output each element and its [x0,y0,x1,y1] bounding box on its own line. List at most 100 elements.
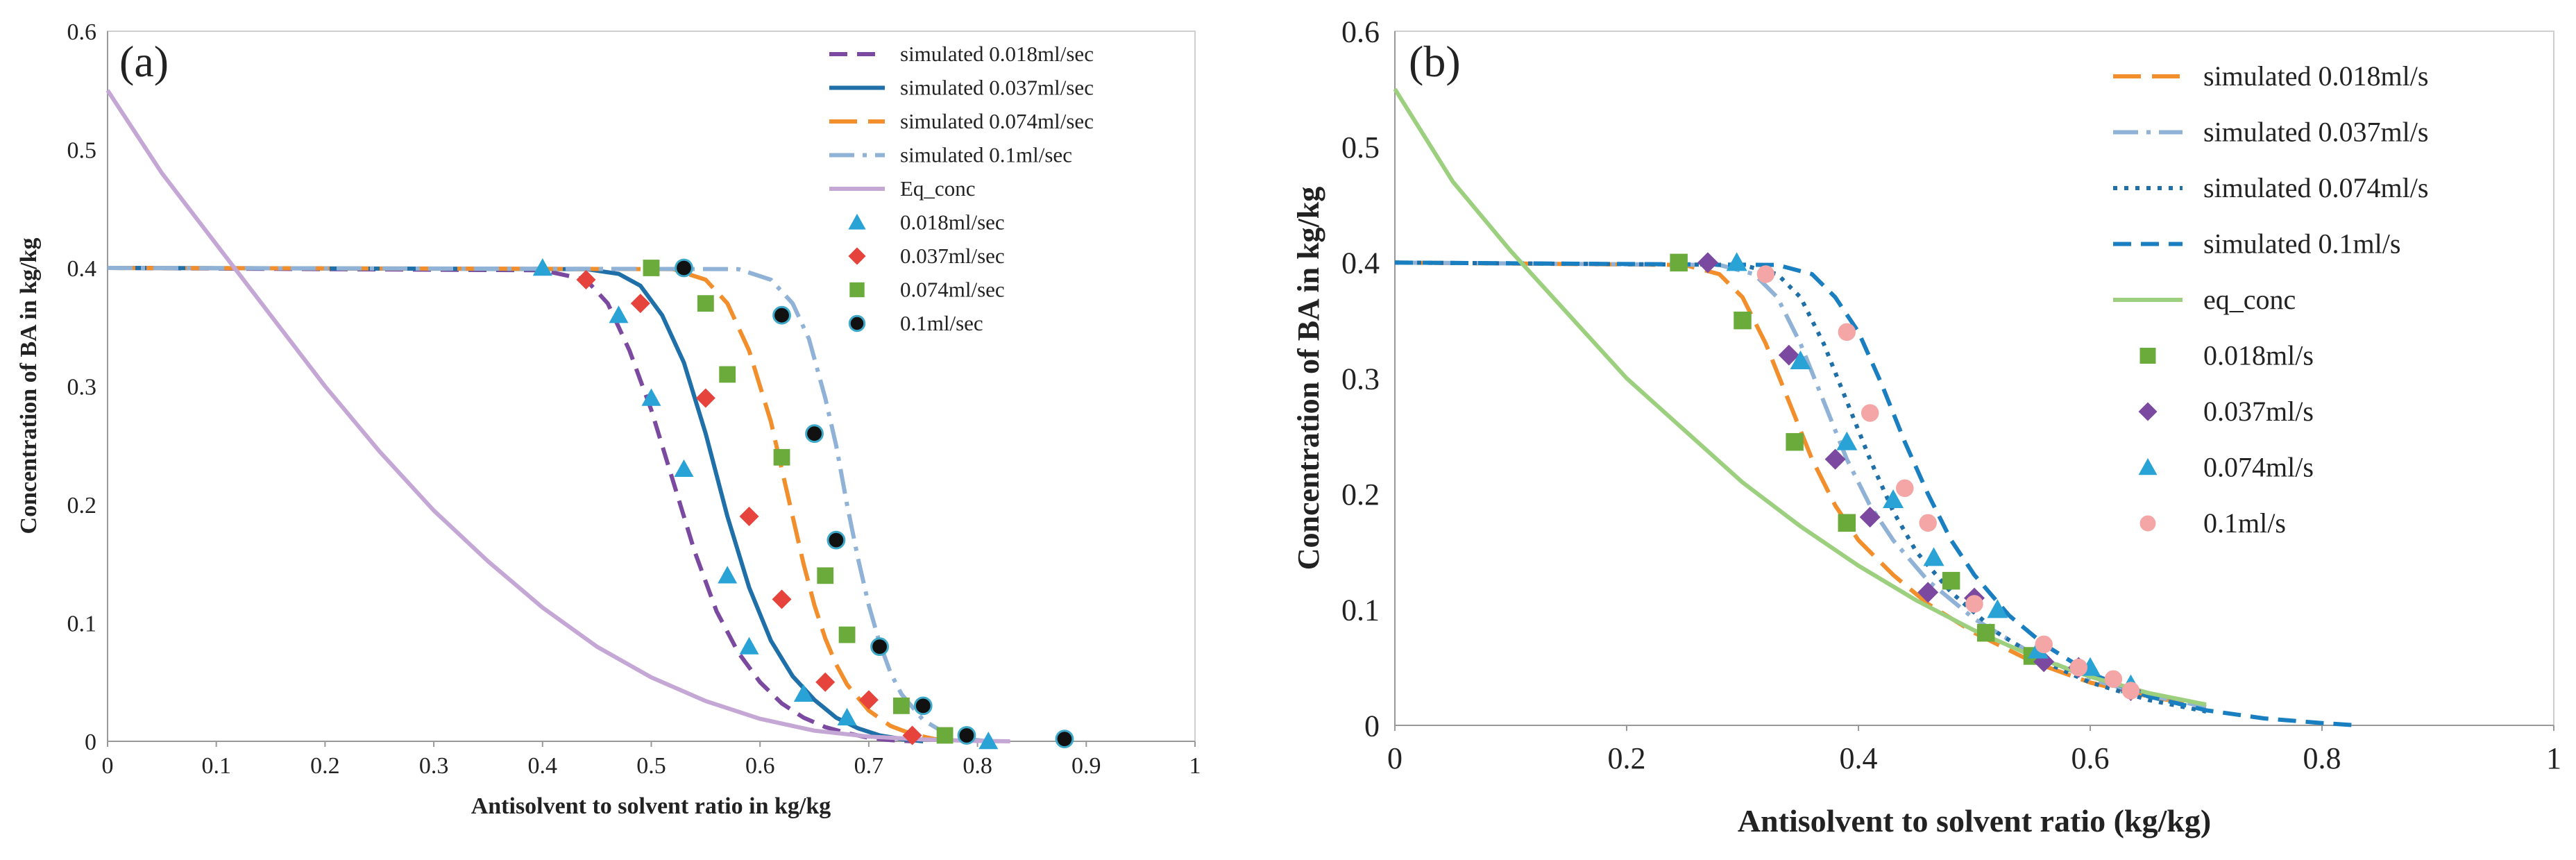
series-line [105,89,1010,743]
data-point [1838,323,1856,342]
y-tick-label: 0.4 [1341,246,1380,280]
data-point [1726,252,1747,271]
legend-marker [2138,458,2158,475]
data-point [719,366,736,383]
series-layer-a [105,89,1074,750]
legend-marker [848,213,866,230]
data-point [838,626,856,643]
legend-a: simulated 0.018ml/sec simulated 0.037ml/s… [829,42,1094,335]
data-point [675,258,693,278]
data-point [2035,635,2053,654]
data-point [805,424,824,444]
data-point [827,530,846,550]
x-ticks-a: 0 0.1 0.2 0.3 0.4 0.5 0.6 0.7 0.8 0.9 1 [102,741,1201,779]
data-point [913,696,933,716]
data-point [641,388,661,406]
data-point [1965,595,1983,613]
data-point [1861,404,1879,422]
legend-label: 0.1ml/sec [900,311,983,335]
series-layer-b [1393,87,2357,727]
x-tick-label: 0.4 [1840,741,1878,775]
data-point [2104,670,2123,689]
series-line [107,266,989,743]
data-point [1670,253,1688,272]
legend-marker [2139,348,2156,364]
series-line [107,266,956,743]
x-tick-label: 0.5 [636,753,666,779]
legend-label: simulated 0.074ml/sec [900,109,1094,133]
legend-label: 0.037ml/sec [900,244,1005,268]
legend-label: simulated 0.018ml/s [2203,60,2428,92]
data-point [739,636,759,655]
data-point [1055,730,1074,748]
data-point [773,448,790,466]
y-tick-label: 0.2 [67,493,97,518]
data-point [576,270,596,290]
y-axis-label-a: Concentration of BA in kg/kg [16,238,42,534]
legend-label: eq_conc [2203,284,2296,315]
data-point [1976,623,1995,642]
x-tick-label: 0.1 [201,753,231,779]
x-tick-label: 0.6 [745,753,775,779]
panel-label-b: (b) [1409,37,1461,86]
legend-label: 0.074ml/sec [900,278,1005,302]
data-point [630,294,650,314]
data-point [858,690,879,710]
series-line [1394,260,2357,727]
data-point [837,707,857,726]
y-tick-label: 0.5 [1341,130,1380,165]
legend-label: simulated 0.037ml/s [2203,117,2428,148]
data-point [870,637,889,656]
legend-marker [849,282,865,298]
data-point [978,732,999,750]
legend-label: simulated 0.018ml/sec [900,42,1094,66]
data-point [957,726,976,745]
data-point [697,295,714,312]
y-tick-label: 0 [1364,709,1380,743]
legend-label: simulated 0.074ml/s [2203,172,2428,203]
data-point [1917,582,1939,603]
data-point [1883,489,1904,508]
data-point [1919,514,1937,532]
data-point [1786,432,1804,451]
data-point [772,589,792,609]
data-point [2121,682,2140,700]
legend-label: simulated 0.1ml/sec [900,143,1072,167]
legend-label: Eq_conc [900,176,975,201]
data-point [1987,599,2008,618]
legend-label: 0.018ml/sec [900,210,1005,235]
data-point [817,567,834,584]
data-point [1942,571,1960,590]
y-ticks-b: 0 0.1 0.2 0.3 0.4 0.5 0.6 [1341,15,1380,743]
x-tick-label: 0 [1387,741,1403,775]
data-point [1838,514,1856,532]
data-point [1896,479,1914,498]
data-point [1859,507,1881,528]
y-tick-label: 0 [85,730,96,755]
data-point [936,727,954,744]
legend-label: simulated 0.037ml/sec [900,76,1094,100]
data-point [609,305,629,323]
series-line [1394,260,2207,714]
plot-area-a [107,31,1196,742]
data-point [718,566,738,584]
y-tick-label: 0.6 [1341,15,1380,49]
data-point [1778,344,1799,366]
data-point [893,697,910,714]
chart-panel-a: (a) Antisolvent to solvent ratio in kg/k… [16,19,1201,819]
legend-b: simulated 0.018ml/s simulated 0.037ml/s si… [2113,60,2428,539]
data-point [815,672,836,692]
data-point [1836,431,1858,450]
x-tick-label: 0.2 [1608,741,1646,775]
x-ticks-b: 0 0.2 0.4 0.6 0.8 1 [1387,725,2561,775]
x-tick-label: 1 [2546,741,2561,775]
data-point [793,684,813,702]
x-tick-label: 0.9 [1071,753,1101,779]
data-point [739,507,759,527]
legend-marker [848,314,866,332]
x-tick-label: 0.8 [2303,741,2341,775]
legend-marker [2138,402,2158,421]
y-tick-label: 0.3 [67,374,97,400]
legend-label: 0.018ml/s [2203,340,2314,371]
